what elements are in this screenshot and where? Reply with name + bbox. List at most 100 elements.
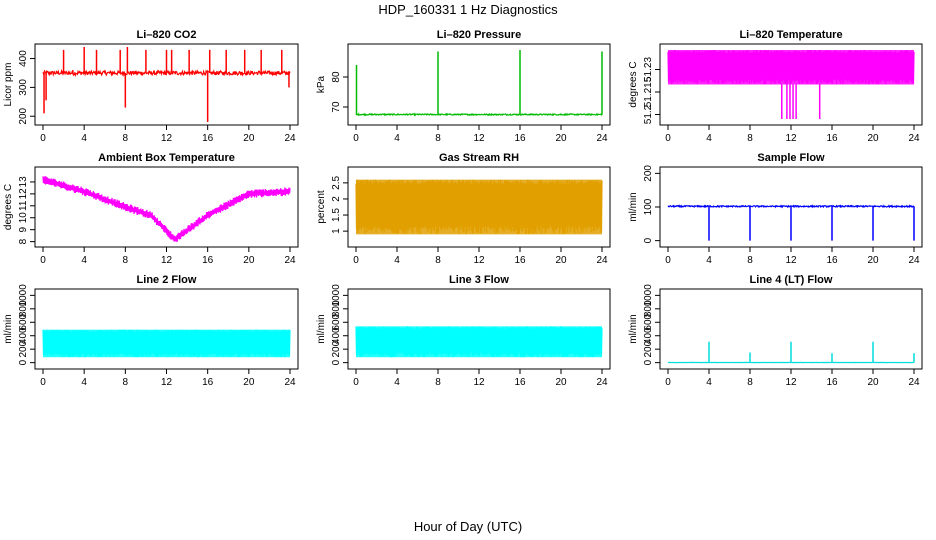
y-tick-label: 0: [643, 359, 654, 365]
y-tick-label: 400: [331, 327, 342, 344]
x-tick-label: 8: [747, 133, 753, 144]
x-tick-label: 24: [908, 133, 920, 144]
panel-title: Li–820 CO2: [137, 29, 197, 41]
x-tick-label: 24: [908, 377, 920, 388]
x-tick-label: 4: [81, 377, 87, 388]
x-tick-label: 20: [243, 255, 255, 266]
y-axis-label: ml/min: [316, 314, 327, 343]
x-tick-label: 4: [706, 255, 712, 266]
chart-panel: Ambient Box Temperature degrees C 0 4 8 12 16 2…: [3, 152, 299, 266]
y-tick-label: 0: [331, 359, 342, 365]
y-tick-label: 200: [643, 165, 654, 182]
y-tick-label: 1: [331, 228, 342, 234]
x-tick-label: 20: [555, 133, 567, 144]
x-tick-label: 8: [747, 377, 753, 388]
x-tick-label: 12: [473, 377, 485, 388]
y-tick-label: 600: [331, 313, 342, 330]
x-tick-label: 4: [394, 377, 400, 388]
x-tick-label: 20: [555, 377, 567, 388]
y-tick-label: 13: [18, 176, 29, 188]
y-tick-label: 9: [18, 226, 29, 232]
x-tick-label: 0: [665, 255, 671, 266]
x-tick-label: 8: [435, 377, 441, 388]
chart-panel: Li–820 CO2 Licor ppm 0 4 8 12 16 20 24 200 300 400: [3, 29, 299, 144]
x-tick-label: 12: [473, 255, 485, 266]
x-tick-label: 24: [596, 377, 608, 388]
x-tick-label: 8: [435, 133, 441, 144]
data-band: [356, 326, 602, 358]
x-tick-label: 4: [394, 133, 400, 144]
x-tick-label: 16: [202, 133, 214, 144]
y-tick-label: 600: [643, 313, 654, 330]
x-tick-label: 12: [161, 133, 173, 144]
x-tick-label: 20: [867, 133, 879, 144]
y-tick-label: 200: [18, 107, 29, 124]
data-series: [42, 68, 291, 78]
panel-title: Sample Flow: [757, 152, 825, 164]
data-band: [356, 179, 602, 235]
y-tick-label: 800: [18, 300, 29, 317]
x-tick-label: 20: [243, 133, 255, 144]
data-series: [42, 176, 291, 242]
x-tick-label: 24: [596, 133, 608, 144]
x-tick-label: 8: [123, 377, 129, 388]
y-axis-label: degrees C: [3, 184, 14, 230]
x-tick-label: 0: [40, 377, 46, 388]
panel-title: Ambient Box Temperature: [98, 152, 235, 164]
plot-frame: [347, 43, 611, 126]
x-tick-label: 8: [435, 255, 441, 266]
y-tick-label: 200: [643, 340, 654, 357]
chart-panel: Line 3 Flow ml/min 0 4 8 12 16 20 24 0 20040060080…: [316, 274, 611, 388]
x-tick-label: 8: [747, 255, 753, 266]
data-band: [668, 50, 914, 85]
x-tick-label: 0: [665, 133, 671, 144]
x-tick-label: 0: [353, 255, 359, 266]
x-tick-label: 16: [202, 377, 214, 388]
panel-title: Li–820 Temperature: [739, 29, 842, 41]
x-tick-label: 16: [826, 255, 838, 266]
x-tick-label: 20: [555, 255, 567, 266]
x-tick-label: 8: [123, 255, 129, 266]
y-tick-label: 400: [18, 327, 29, 344]
y-tick-label: 80: [331, 71, 342, 83]
x-tick-label: 4: [706, 133, 712, 144]
y-tick-label: 2.5: [331, 175, 342, 189]
chart-panel: Li–820 Pressure kPa 0 4 8 12 16 20 24 70 80: [316, 29, 611, 144]
x-tick-label: 0: [353, 377, 359, 388]
x-tick-label: 24: [284, 377, 296, 388]
x-tick-label: 20: [867, 377, 879, 388]
y-tick-label: 300: [18, 79, 29, 96]
x-tick-label: 4: [81, 133, 87, 144]
figure-title: HDP_160331 1 Hz Diagnostics: [378, 2, 558, 17]
figure-x-axis-label: Hour of Day (UTC): [414, 519, 522, 534]
y-tick-label: 400: [18, 50, 29, 67]
y-axis-label: ml/min: [3, 314, 14, 343]
chart-panel: Line 2 Flow ml/min 0 4 8 12 16 20 24 0 20040060080…: [3, 274, 299, 388]
y-tick-label: 1000: [18, 284, 29, 307]
y-tick-label: 10: [18, 212, 29, 224]
chart-panel: Li–820 Temperature degrees C 0 4 8 12 16 20 24 51…: [628, 29, 923, 144]
x-tick-label: 12: [473, 133, 485, 144]
y-tick-label: 800: [643, 300, 654, 317]
x-tick-label: 12: [785, 133, 797, 144]
y-tick-label: 2: [331, 196, 342, 202]
y-tick-label: 0: [643, 237, 654, 243]
y-tick-label: 800: [331, 300, 342, 317]
x-tick-label: 20: [867, 255, 879, 266]
data-series: [355, 112, 603, 117]
y-tick-label: 70: [331, 101, 342, 113]
x-tick-label: 0: [40, 255, 46, 266]
x-tick-label: 16: [514, 255, 526, 266]
x-tick-label: 16: [826, 133, 838, 144]
x-tick-label: 0: [353, 133, 359, 144]
y-tick-label: 200: [331, 340, 342, 357]
chart-panel: Line 4 (LT) Flow ml/min 0 4 8 12 16 20 24 0 200400…: [628, 274, 923, 388]
y-tick-label: 100: [643, 198, 654, 215]
y-axis-label: ml/min: [628, 314, 639, 343]
y-axis-label: percent: [316, 190, 327, 224]
y-tick-label: 0: [18, 359, 29, 365]
y-axis-label: degrees C: [628, 61, 639, 107]
y-tick-label: 51.23: [643, 57, 654, 82]
x-tick-label: 16: [514, 377, 526, 388]
